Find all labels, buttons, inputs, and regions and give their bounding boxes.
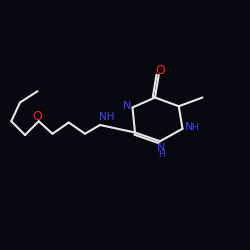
Text: NH: NH [98, 112, 114, 122]
Text: H: H [158, 150, 164, 159]
Text: N: N [184, 122, 193, 132]
Text: N: N [157, 143, 166, 153]
Text: O: O [155, 64, 165, 77]
Text: O: O [32, 110, 42, 123]
Text: N: N [123, 101, 131, 111]
Text: H: H [191, 123, 198, 132]
